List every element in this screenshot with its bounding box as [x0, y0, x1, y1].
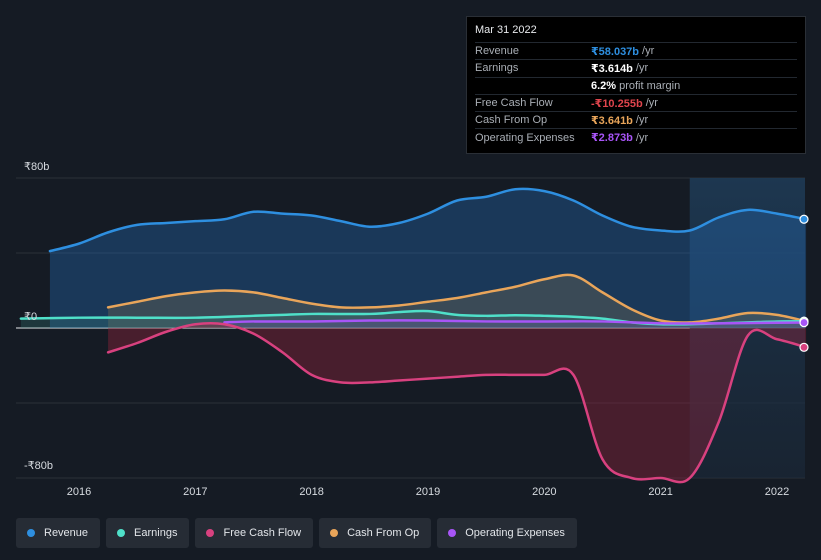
tooltip-row-value: -₹10.255b [591, 97, 643, 110]
legend-item-cash-from-op[interactable]: Cash From Op [319, 518, 432, 548]
tooltip-row-value: ₹2.873b [591, 132, 633, 145]
y-tick-label: ₹80b [24, 161, 49, 173]
legend-label: Free Cash Flow [223, 527, 302, 539]
axes: ₹80b ₹0 -₹80b 2016 2017 2018 2019 2020 2021 2022 [24, 161, 789, 498]
legend-item-earnings[interactable]: Earnings [106, 518, 190, 548]
x-tick-label: 2020 [532, 486, 556, 498]
legend-label: Operating Expenses [465, 527, 565, 539]
tooltip-row-unit: /yr [635, 62, 649, 75]
x-tick-label: 2016 [67, 486, 91, 498]
tooltip-row-label: Earnings [475, 62, 519, 75]
legend-label: Cash From Op [347, 527, 420, 539]
legend-dot-icon [448, 529, 457, 537]
tooltip-row-unit: /yr [635, 131, 649, 144]
legend-label: Earnings [134, 527, 178, 539]
tooltip-row-value: ₹3.641b [591, 114, 633, 127]
y-tick-label: -₹80b [24, 460, 53, 472]
tooltip-row-label: Operating Expenses [475, 131, 575, 144]
operating-expenses-line [223, 319, 808, 325]
operating-expenses-end-marker [799, 317, 809, 328]
tooltip-row-unit: /yr [645, 97, 658, 110]
legend-dot-icon [27, 529, 35, 537]
tooltip-row-unit: /yr [642, 45, 655, 58]
legend-dot-icon [117, 529, 126, 537]
legend-item-revenue[interactable]: Revenue [16, 518, 101, 548]
legend-dot-icon [330, 529, 339, 537]
tooltip-row: 6.2% profit margin [475, 76, 797, 94]
y-tick-label: ₹0 [24, 311, 37, 323]
x-tick-label: 2017 [183, 486, 207, 498]
legend-dot-icon [206, 529, 215, 537]
x-tick-label: 2018 [299, 486, 323, 498]
free-cash-flow-line [106, 321, 808, 484]
tooltip-date: Mar 31 2022 [475, 24, 537, 36]
revenue-line [48, 187, 808, 253]
tooltip-row: Free Cash Flow -₹10.255b/yr [475, 93, 797, 111]
tooltip-row-value: ₹3.614b [591, 62, 633, 75]
series-lines [19, 187, 808, 484]
tooltip-row: Earnings ₹3.614b/yr [475, 59, 797, 76]
tooltip-row: Operating Expenses ₹2.873b/yr [475, 128, 797, 145]
x-tick-label: 2022 [765, 486, 789, 498]
operating-expenses-area [224, 320, 807, 328]
series-areas [20, 188, 807, 483]
tooltip-row-unit: profit margin [619, 79, 681, 92]
tooltip-row-label: Revenue [475, 45, 520, 58]
forecast-highlight [689, 178, 805, 478]
tooltip-row: Cash From Op ₹3.641b/yr [475, 111, 797, 128]
legend-item-free-cash-flow[interactable]: Free Cash Flow [195, 518, 314, 548]
x-tick-label: 2019 [416, 486, 440, 498]
legend-label: Revenue [44, 527, 89, 539]
tooltip-row-value: ₹58.037b [591, 45, 640, 58]
revenue-end-marker [799, 214, 809, 224]
legend: Revenue Earnings Free Cash Flow Cash From O… [16, 518, 577, 548]
tooltip-row-label: Cash From Op [475, 114, 548, 127]
legend-item-operating-expenses[interactable]: Operating Expenses [437, 518, 577, 548]
tooltip-row-value: 6.2% [591, 79, 617, 92]
highlight-region [689, 178, 805, 478]
free-cash-flow-end-marker [799, 342, 809, 352]
chart: ₹80b ₹0 -₹80b 2016 2017 2018 2019 2020 2021 2022 [16, 161, 809, 498]
tooltip: Mar 31 2022 Revenue ₹58.037b/yr Earnings ₹3… [466, 16, 806, 154]
revenue-area [49, 188, 807, 328]
tooltip-row: Revenue ₹58.037b/yr [475, 42, 797, 59]
grid [16, 177, 805, 479]
tooltip-row-unit: /yr [635, 114, 649, 127]
tooltip-row-label: Free Cash Flow [475, 97, 553, 110]
x-tick-label: 2021 [648, 486, 672, 498]
free-cash-flow-area [108, 323, 807, 483]
end-markers [799, 214, 809, 352]
